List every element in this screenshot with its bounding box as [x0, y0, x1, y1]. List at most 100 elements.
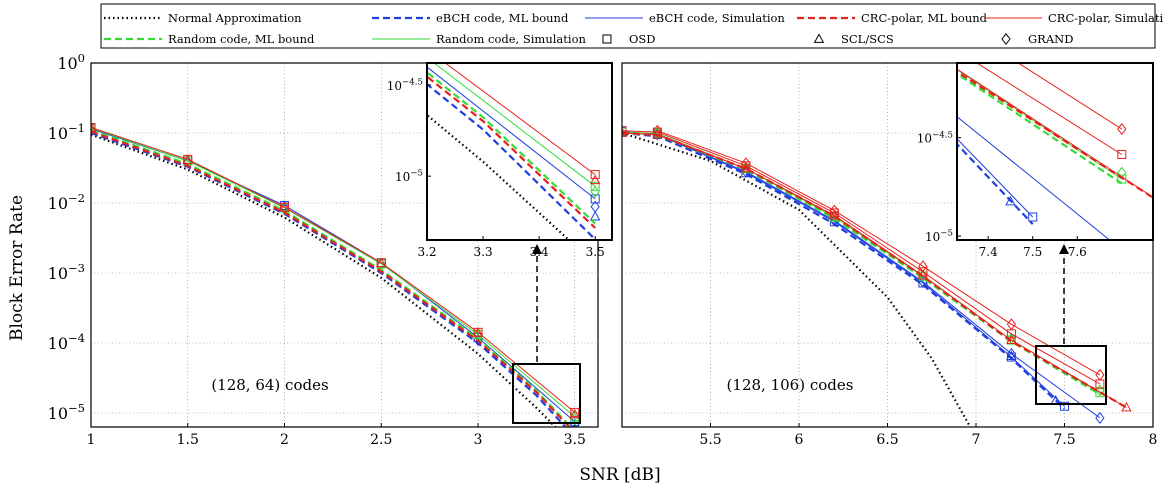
y-axis-label: Block Error Rate: [7, 195, 27, 341]
x-tick-label: 2.5: [370, 432, 392, 448]
data-point-rand_grand: [570, 413, 580, 426]
data-point-bch_sim: [1060, 401, 1069, 411]
legend-diamond-icon: [1001, 32, 1011, 46]
series-polar_grand-line: [657, 130, 1101, 376]
x-tick-label: 7: [972, 432, 981, 448]
x-tick-label: 6: [795, 432, 804, 448]
data-point-polar_scl: [182, 154, 194, 165]
legend-entry: OSD: [602, 32, 656, 46]
legend-label: CRC-polar, Simulation: [1048, 11, 1163, 25]
inset-point-rand_sim: [590, 181, 600, 191]
legend-square-icon: [602, 34, 612, 44]
inset-point-bch_scl: [589, 210, 601, 221]
data-point-polar_scl: [279, 201, 290, 212]
legend-frame: [100, 3, 1156, 49]
legend-entry: eBCH code, ML bound: [372, 11, 569, 25]
data-point-polar_scl: [652, 128, 663, 139]
inset-point-polar_sim: [1117, 149, 1127, 159]
x-tick-label: 5.5: [699, 432, 721, 448]
data-point-bch_grand: [1095, 411, 1105, 424]
inset-point-rand_grand: [590, 185, 600, 198]
data-point-polar_scl: [472, 327, 484, 337]
inset-series-group: [427, 63, 601, 240]
inset-x-tick-label: 3.5: [586, 245, 605, 259]
panel-annotation: (128, 106) codes: [727, 376, 854, 394]
inset-point-bch_sim: [590, 194, 600, 204]
data-point-polar_scl: [917, 269, 929, 280]
inset-point-polar_scl: [589, 174, 601, 185]
legend-entry: CRC-polar, ML bound: [797, 11, 988, 25]
legend-entry: Random code, Simulation: [372, 32, 586, 46]
data-point-polar_grand: [741, 157, 751, 170]
series-rand_sim-line: [91, 127, 576, 418]
data-point-polar_scl: [622, 127, 628, 137]
data-point-polar_scl: [569, 408, 581, 419]
legend-label: Random code, Simulation: [436, 32, 586, 46]
inset-series-polar_ml-line: [427, 75, 596, 229]
x-tick-label: 7.5: [1053, 432, 1075, 448]
inset-y-tick-label: 10−5: [395, 169, 423, 184]
data-point-polar_scl: [740, 162, 752, 173]
x-tick-label: 8: [1149, 432, 1158, 448]
inset-point-bch_scl: [1005, 195, 1016, 206]
data-point-rand_grand: [91, 122, 96, 135]
inset-x-tick-label: 7.4: [979, 245, 998, 259]
x-tick-label: 2: [280, 432, 289, 448]
inset-frame: [426, 62, 613, 241]
series-polar_sim-line: [91, 127, 576, 413]
x-tick-label: 1.5: [177, 432, 199, 448]
legend-triangle-icon: [813, 33, 825, 43]
x-tick-label: 6.5: [876, 432, 898, 448]
data-point-polar_grand: [652, 124, 663, 137]
data-point-polar_scl: [1121, 401, 1132, 412]
arrow-head-icon: [532, 244, 542, 254]
data-point-polar_sim: [622, 126, 627, 136]
panel-128-64: 1 1.5 2 2.5 3 3.5 100 10−1 10−2 10−3 10−4 10−5 (128,…: [48, 51, 613, 448]
axis-labels: SNR [dB] Block Error Rate: [7, 195, 661, 485]
series-na-line: [622, 131, 972, 427]
data-point-polar_grand: [829, 204, 840, 217]
series-group: [91, 122, 581, 427]
series-polar_ml-line: [91, 130, 571, 427]
data-point-rand_grand: [741, 161, 751, 174]
legend-entry: Normal Approximation: [104, 11, 302, 25]
series-na-line: [91, 133, 557, 427]
inset-point-polar_grand: [1117, 123, 1127, 136]
inset-y-tick-label: 10−5: [925, 229, 953, 244]
legend-label: CRC-polar, ML bound: [861, 11, 988, 25]
data-point-polar_scl: [829, 209, 840, 220]
legend: Normal Approximation eBCH code, ML bound e…: [100, 3, 1163, 49]
legend-entry: Random code, ML bound: [104, 32, 315, 46]
inset-x-tick-label: 3.3: [474, 245, 493, 259]
inset-series-rand_ml-line: [427, 70, 596, 225]
data-point-rand_grand: [1095, 384, 1105, 397]
y-tick-label: 10−4: [48, 331, 85, 353]
arrow-head-icon: [1059, 244, 1069, 254]
legend-label: SCL/SCS: [841, 32, 894, 46]
data-point-polar_grand: [918, 260, 928, 273]
series-group: [622, 124, 1132, 427]
data-point-polar_grand: [1006, 318, 1017, 331]
y-tick-label: 10−1: [48, 121, 85, 143]
legend-label: eBCH code, ML bound: [436, 11, 569, 25]
inset-x-tick-label: 7.6: [1068, 245, 1087, 259]
legend-entry: SCL/SCS: [813, 32, 894, 46]
y-tick-label: 10−5: [48, 401, 85, 423]
inset-background: [427, 63, 612, 240]
y-tick-label: 100: [57, 51, 85, 73]
legend-entry: eBCH code, Simulation: [585, 11, 785, 25]
data-point-polar_scl: [91, 122, 97, 132]
legend-label: Normal Approximation: [168, 11, 302, 25]
inset: 3.2 3.3 3.4 3.5 10−4.5 10−5: [387, 62, 613, 259]
inset-frame: [956, 62, 1154, 241]
inset-y-tick-label: 10−4.5: [387, 77, 423, 92]
legend-label: OSD: [629, 32, 656, 46]
inset-point-bch_sim: [1028, 212, 1038, 222]
inset-x-tick-label: 3.4: [530, 245, 549, 259]
x-tick-label: 3: [474, 432, 483, 448]
data-point-polar_scl: [376, 257, 387, 268]
x-tick-label: 3.5: [564, 432, 586, 448]
plot-frame: [90, 62, 599, 428]
legend-label: Random code, ML bound: [168, 32, 315, 46]
